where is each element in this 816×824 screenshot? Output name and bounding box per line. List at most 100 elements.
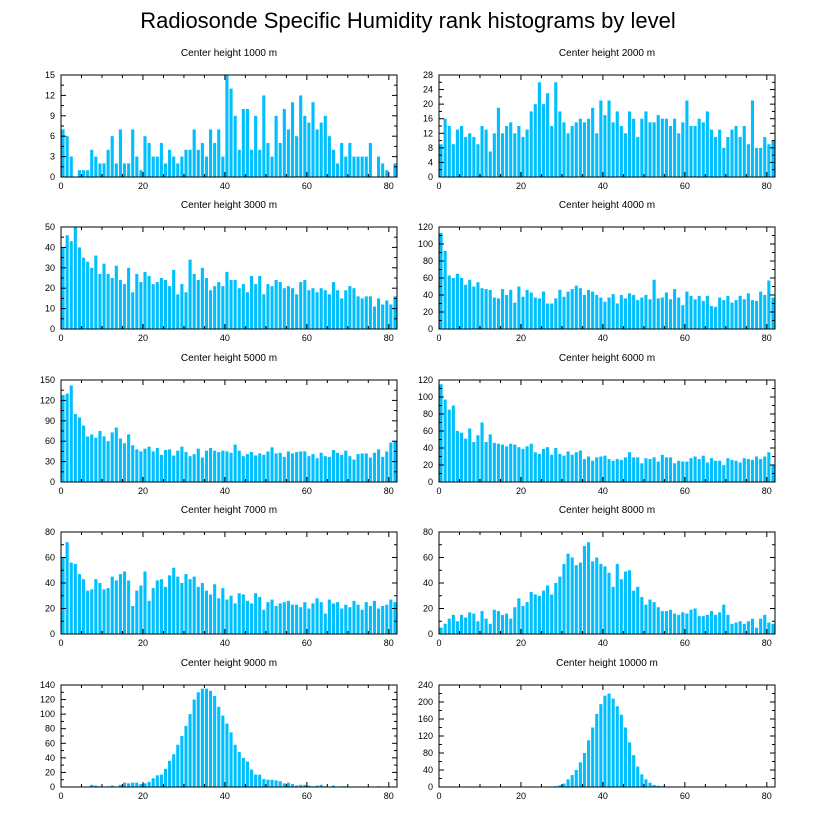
histogram-bar <box>348 456 352 482</box>
histogram-bar <box>750 618 755 634</box>
histogram-bar <box>286 782 290 787</box>
histogram-bar <box>172 455 176 482</box>
histogram-bar <box>172 754 176 787</box>
histogram-bar <box>537 595 541 634</box>
histogram-bar <box>200 143 204 177</box>
histogram-bar <box>652 457 656 482</box>
histogram-bar <box>364 296 368 329</box>
histogram-bar <box>439 384 443 482</box>
histogram-bar <box>143 271 147 329</box>
histogram-bar <box>500 614 505 635</box>
panel-title: Center height 1000 m <box>181 48 277 59</box>
histogram-bar <box>607 297 611 329</box>
histogram-bar <box>323 290 327 329</box>
histogram-bar <box>595 713 599 787</box>
histogram-bar <box>81 579 86 634</box>
histogram-bar <box>644 458 648 482</box>
histogram-bar <box>459 278 464 329</box>
histogram-bar <box>266 602 270 635</box>
histogram-bar <box>225 723 229 787</box>
histogram-bar <box>65 542 69 634</box>
histogram-bar <box>221 286 225 329</box>
y-tick-label: 80 <box>45 724 55 734</box>
histogram-bar <box>196 149 200 177</box>
histogram-bar <box>468 428 472 482</box>
histogram-bar <box>213 584 217 634</box>
histogram-bar <box>492 297 496 329</box>
histogram-bar <box>541 291 546 329</box>
y-tick-label: 28 <box>423 70 433 80</box>
histogram-bar <box>529 443 533 482</box>
histogram-bar <box>652 602 656 635</box>
histogram-bar <box>615 459 619 482</box>
histogram-bar <box>356 604 360 634</box>
histogram-bar <box>110 136 114 177</box>
histogram-bar <box>480 288 484 329</box>
histogram-bar <box>746 459 750 482</box>
histogram-bar <box>139 170 143 177</box>
histogram-bar <box>336 290 340 329</box>
histogram-bar <box>319 122 323 177</box>
histogram-bar <box>98 583 102 634</box>
histogram-bar <box>307 122 311 177</box>
histogram-bar <box>603 455 607 482</box>
histogram-bar <box>500 444 505 482</box>
histogram-bar <box>192 454 196 482</box>
histogram-bar <box>336 163 340 177</box>
histogram-bar <box>701 455 705 482</box>
histogram-bar <box>447 275 451 329</box>
histogram-bar <box>81 425 86 482</box>
histogram-bar <box>258 774 262 787</box>
histogram-bar <box>656 461 660 482</box>
histogram-bar <box>591 107 595 177</box>
histogram-bar <box>607 572 611 634</box>
histogram-bar <box>340 298 344 329</box>
histogram-bar <box>664 118 668 177</box>
histogram-bar <box>110 576 114 635</box>
histogram-bar <box>468 279 472 329</box>
histogram-bar <box>299 451 303 482</box>
histogram-bar <box>299 95 303 177</box>
histogram-bar <box>131 782 135 787</box>
histogram-bar <box>131 292 135 329</box>
histogram-bar <box>455 621 459 634</box>
histogram-bar <box>439 144 443 177</box>
histogram-bar <box>274 780 278 787</box>
histogram-bar <box>570 289 574 329</box>
histogram-bar <box>697 118 701 177</box>
histogram-bar <box>327 456 331 482</box>
histogram-bar <box>480 422 484 482</box>
histogram-bar <box>627 570 632 634</box>
histogram-bar <box>681 461 685 482</box>
histogram-bar <box>200 583 204 634</box>
histogram-bar <box>521 136 525 177</box>
histogram-bar <box>385 451 389 482</box>
x-tick-label: 0 <box>58 638 63 648</box>
histogram-bar <box>127 267 131 329</box>
histogram-bar <box>677 133 681 177</box>
histogram-bar <box>714 614 718 635</box>
histogram-bar <box>299 607 303 634</box>
histogram-bar <box>668 126 673 177</box>
histogram-bar <box>122 571 127 634</box>
histogram-bar <box>513 302 517 329</box>
histogram-bar <box>439 232 443 329</box>
histogram-bar <box>94 785 98 787</box>
x-tick-label: 80 <box>762 638 772 648</box>
x-tick-label: 0 <box>58 333 63 343</box>
histogram-bar <box>517 447 521 482</box>
histogram-bar <box>496 611 500 634</box>
histogram-bar <box>172 567 176 634</box>
histogram-bar <box>570 454 574 482</box>
histogram-bar <box>587 289 591 329</box>
histogram-bar <box>262 294 266 329</box>
histogram-bar <box>180 583 184 634</box>
histogram-bar <box>763 295 767 329</box>
histogram-bar <box>734 622 738 634</box>
histogram-bar <box>681 305 685 329</box>
histogram-bar <box>254 284 258 329</box>
histogram-bar <box>155 448 159 482</box>
histogram-bar <box>599 297 603 329</box>
histogram-bar <box>718 297 722 329</box>
